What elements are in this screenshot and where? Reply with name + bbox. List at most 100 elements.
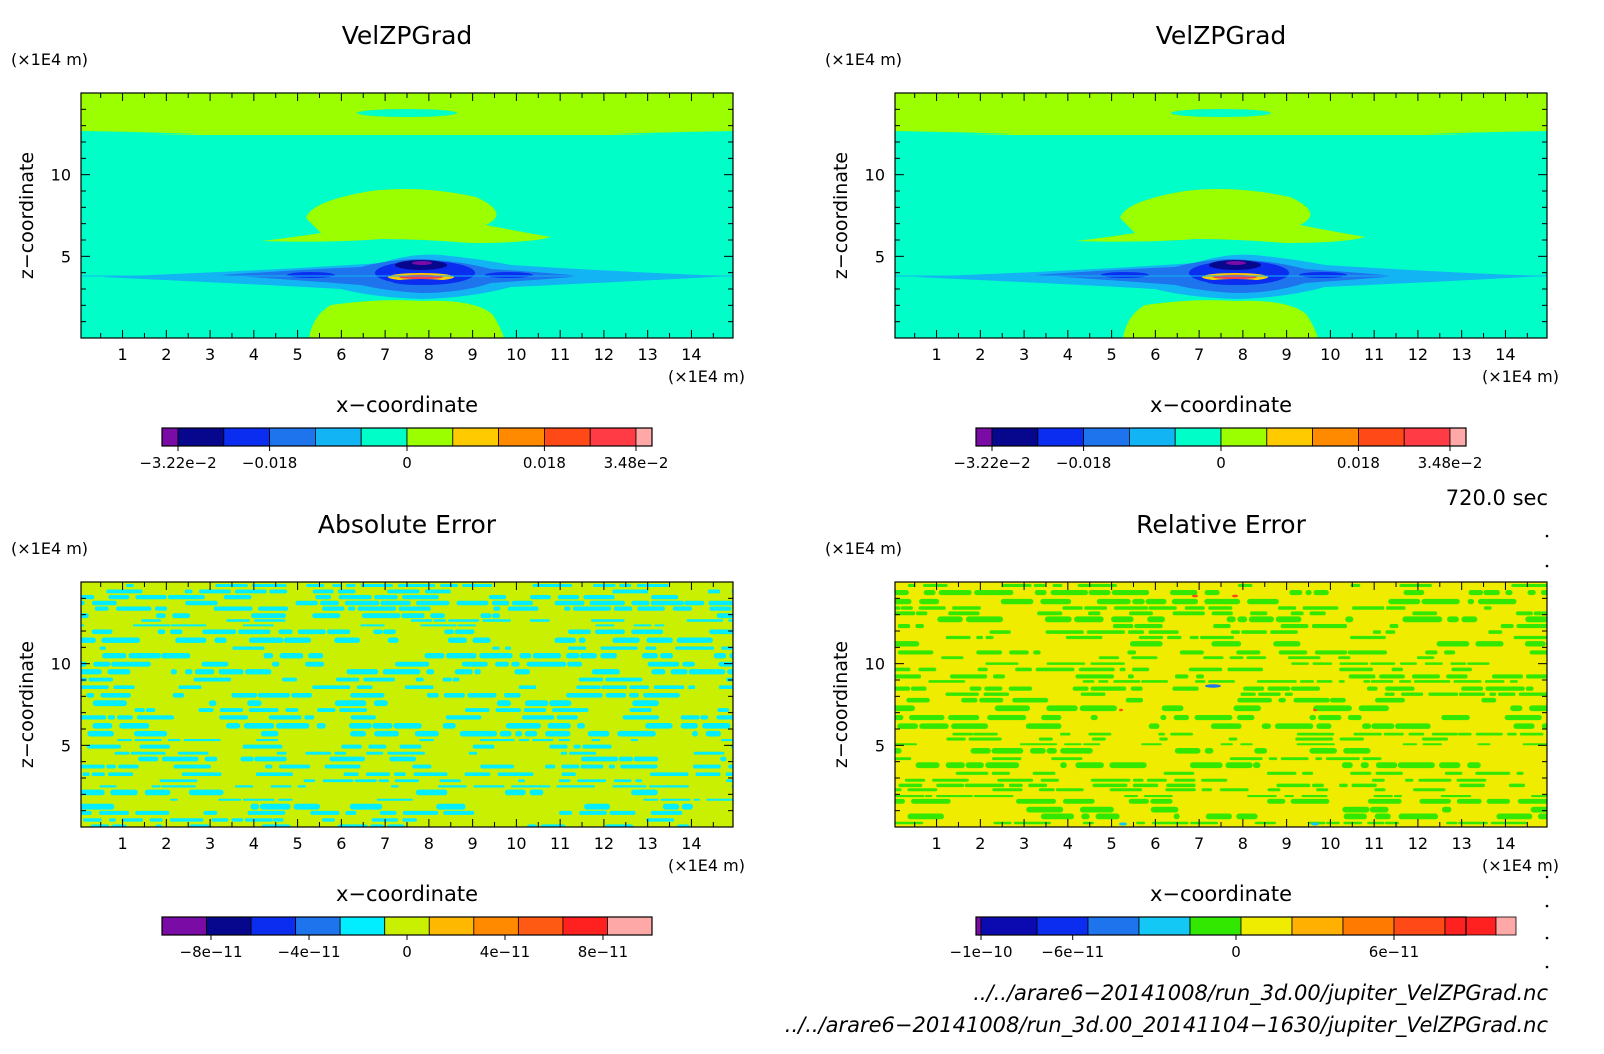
colorbar-tick-label: 0.018 — [523, 454, 566, 472]
x-tick-label: 6 — [1150, 345, 1160, 364]
x-tick-label: 10 — [1320, 345, 1340, 364]
x-tick-label: 11 — [1364, 834, 1384, 853]
y-tick-label: 5 — [61, 736, 71, 755]
x-tick-label: 9 — [1282, 345, 1292, 364]
y-tick-label: 10 — [865, 166, 885, 185]
x-tick-label: 11 — [550, 834, 570, 853]
x-tick-label: 8 — [424, 834, 434, 853]
x-tick-label: 2 — [161, 834, 171, 853]
x-tick-label: 6 — [336, 834, 346, 853]
colorbar-swatch — [1266, 427, 1313, 447]
colorbar-swatch — [406, 427, 454, 447]
colorbar-swatch — [223, 427, 271, 447]
colorbar-swatch — [1220, 427, 1268, 447]
x-tick-label: 2 — [975, 834, 985, 853]
colorbar-tick-label: 3.48e−2 — [1418, 454, 1483, 472]
colorbar-swatch — [543, 427, 591, 447]
y-unit-label: (×1E4 m) — [825, 50, 902, 69]
x-axis-label: x−coordinate — [336, 882, 478, 906]
y-unit-label: (×1E4 m) — [11, 539, 88, 558]
top-band-stripe — [1171, 109, 1271, 117]
panel-title: VelZPGrad — [1156, 21, 1287, 50]
x-tick-label: 13 — [637, 345, 657, 364]
x-tick-label: 5 — [293, 345, 303, 364]
colorbar-swatch — [1037, 427, 1085, 447]
x-tick-label: 3 — [205, 345, 215, 364]
colorbar: −3.22e−2 −0.018 0 0.018 3.48e−2 — [953, 427, 1483, 472]
x-tick-label: 6 — [1150, 834, 1160, 853]
x-tick-label: 10 — [1320, 834, 1340, 853]
colorbar-tick-label: −8e−11 — [180, 943, 243, 961]
colorbar-swatch — [1444, 916, 1497, 936]
y-tick-label: 5 — [875, 736, 885, 755]
colorbar-swatch — [428, 916, 475, 936]
y-tick-label: 10 — [51, 655, 71, 674]
upper-blob — [1075, 189, 1365, 243]
x-tick-label: 11 — [1364, 345, 1384, 364]
x-tick-label: 9 — [468, 345, 478, 364]
colorbar-swatch — [589, 427, 637, 447]
colorbar-swatch — [452, 427, 499, 447]
colorbar-swatch — [269, 427, 316, 447]
x-tick-label: 8 — [1238, 345, 1248, 364]
x-tick-label: 14 — [1495, 834, 1515, 853]
colorbar-swatch — [161, 427, 179, 447]
colorbar-tick-label: 8e−11 — [578, 943, 628, 961]
x-tick-label: 1 — [117, 345, 127, 364]
x-axis-label: x−coordinate — [1150, 882, 1292, 906]
upper-blob — [261, 189, 551, 243]
panel-title: Relative Error — [1136, 510, 1306, 539]
x-tick-label: 13 — [637, 834, 657, 853]
colorbar-swatch — [1036, 916, 1089, 936]
colorbar-swatch — [1138, 916, 1191, 936]
lower-blob — [1123, 300, 1318, 338]
colorbar-tick-label: 0 — [1231, 943, 1241, 961]
x-unit-label: (×1E4 m) — [1482, 367, 1559, 386]
x-tick-label: 11 — [550, 345, 570, 364]
x-tick-label: 7 — [380, 345, 390, 364]
colorbar-swatch — [295, 916, 341, 936]
x-tick-label: 1 — [117, 834, 127, 853]
colorbar-swatch — [250, 916, 297, 936]
y-tick-label: 5 — [875, 247, 885, 266]
colorbar-swatch — [1087, 916, 1140, 936]
colorbar-swatch — [177, 427, 225, 447]
colorbar-swatch — [1083, 427, 1130, 447]
colorbar-swatch — [975, 427, 993, 447]
time-label: 720.0 sec — [1446, 486, 1548, 510]
x-tick-label: 4 — [1063, 345, 1073, 364]
y-tick-label: 10 — [865, 655, 885, 674]
x-tick-label: 5 — [1107, 345, 1117, 364]
colorbar-swatch — [473, 916, 519, 936]
x-unit-label: (×1E4 m) — [668, 367, 745, 386]
colorbar-swatch — [991, 427, 1039, 447]
colorbar: −3.22e−2 −0.018 0 0.018 3.48e−2 — [139, 427, 668, 472]
x-tick-label: 2 — [975, 345, 985, 364]
colorbar-swatch — [1128, 427, 1176, 447]
colorbar-swatch — [384, 916, 430, 936]
colorbar-tick-label: −3.22e−2 — [953, 454, 1030, 472]
x-tick-label: 12 — [594, 345, 614, 364]
colorbar-swatch — [635, 427, 653, 447]
colorbar-swatch — [517, 916, 564, 936]
colorbar-tick-label: 4e−11 — [480, 943, 530, 961]
x-tick-label: 3 — [1019, 345, 1029, 364]
colorbar-swatch — [1291, 916, 1344, 936]
footer-path-2: ../../arare6−20141008/run_3d.00_20141104… — [785, 1013, 1549, 1038]
colorbar-swatch — [1342, 916, 1395, 936]
colorbar-tick-label: −6e−11 — [1041, 943, 1104, 961]
x-axis-label: x−coordinate — [1150, 393, 1292, 417]
x-tick-label: 7 — [1194, 345, 1204, 364]
colorbar-swatch — [161, 916, 207, 936]
colorbar-swatch — [1495, 916, 1517, 936]
colorbar-swatch — [607, 916, 653, 936]
colorbar-swatch — [980, 916, 1038, 936]
x-tick-label: 14 — [1495, 345, 1515, 364]
y-axis-label: z−coordinate — [16, 641, 38, 768]
x-tick-label: 13 — [1451, 345, 1471, 364]
